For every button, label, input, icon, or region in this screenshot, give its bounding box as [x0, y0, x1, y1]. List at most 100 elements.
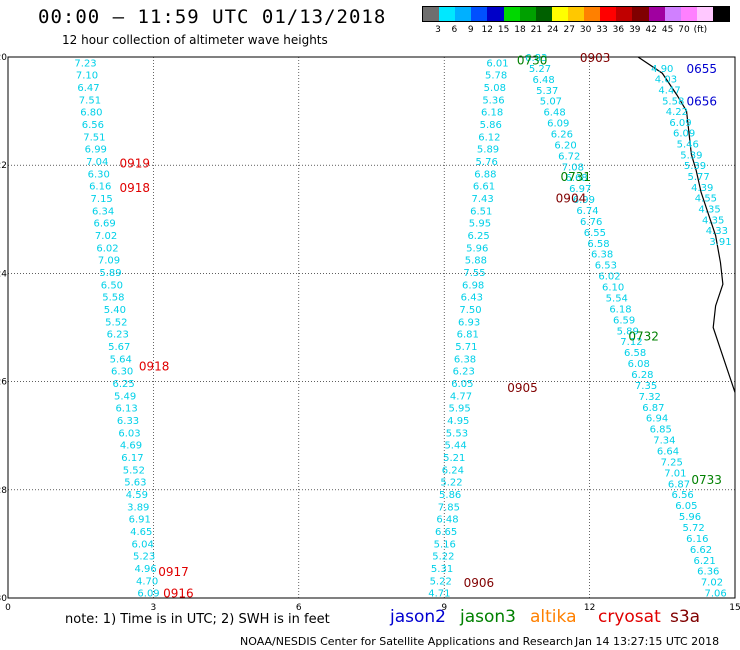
wave-height-point: 6.25 [113, 379, 135, 390]
wave-height-point: 6.72 [558, 151, 580, 162]
wave-height-point: 5.58 [102, 293, 124, 304]
wave-height-point: 6.09 [673, 129, 695, 140]
legend-label: 30 [580, 25, 592, 35]
x-tick-label: 12 [584, 603, 595, 610]
wave-height-point: 5.96 [679, 512, 701, 523]
legend-label: 36 [613, 25, 625, 35]
legend-label: 42 [645, 25, 656, 35]
time-annotation: 0903 [580, 51, 611, 65]
wave-height-point: 6.88 [474, 169, 496, 180]
wave-height-point: 6.59 [613, 315, 635, 326]
color-scale-legend [422, 6, 730, 22]
wave-height-point: 7.51 [79, 95, 101, 106]
wave-height-point: 5.89 [99, 268, 121, 279]
wave-height-point: 6.23 [453, 367, 475, 378]
wave-height-point: 4.22 [666, 107, 688, 118]
time-annotation: 0916 [163, 587, 194, 601]
footer-credit: NOAA/NESDIS Center for Satellite Applica… [240, 635, 574, 648]
wave-height-point: 6.94 [646, 414, 668, 425]
wave-height-point: 7.04 [86, 157, 108, 168]
wave-height-point: 4.39 [691, 183, 713, 194]
wave-height-point: 6.68 [565, 173, 587, 184]
wave-height-point: 5.71 [455, 342, 477, 353]
legend-label: 9 [468, 25, 474, 35]
wave-height-point: 6.09 [137, 589, 159, 600]
wave-height-point: 3.89 [127, 502, 149, 513]
legend-label: 27 [563, 25, 574, 35]
wave-height-point: 6.18 [481, 108, 503, 119]
wave-height-point: 6.03 [118, 428, 140, 439]
wave-height-point: 7.55 [463, 268, 485, 279]
wave-height-point: 7.43 [472, 194, 494, 205]
legend-swatch [455, 7, 472, 21]
wave-height-point: 6.21 [694, 556, 716, 567]
wave-height-point: 5.95 [449, 404, 471, 415]
wave-height-point: 6.02 [598, 272, 620, 283]
wave-height-point: 6.80 [80, 108, 102, 119]
wave-height-point: 5.52 [123, 465, 145, 476]
time-annotation: 0919 [119, 156, 150, 170]
wave-height-point: 4.35 [698, 204, 720, 215]
wave-height-point: 6.10 [602, 283, 624, 294]
wave-height-point: 6.16 [89, 182, 111, 193]
wave-height-point: 5.16 [434, 539, 456, 550]
wave-height-point: 6.09 [669, 118, 691, 129]
legend-label: 3 [435, 25, 441, 35]
legend-label: 15 [498, 25, 509, 35]
time-annotation: 0731 [561, 170, 592, 184]
wave-height-point: 7.02 [701, 578, 723, 589]
legend-swatch [632, 7, 649, 21]
wave-height-point: 6.85 [650, 425, 672, 436]
legend-swatch [567, 7, 585, 21]
wave-height-point: 6.62 [690, 545, 712, 556]
y-tick-label: -22 [0, 161, 7, 171]
wave-height-point: 4.03 [655, 75, 677, 86]
wave-height-point: 6.81 [457, 330, 479, 341]
wave-height-point: 7.34 [653, 436, 675, 447]
wave-height-point: 6.93 [458, 317, 480, 328]
legend-swatch [535, 7, 552, 21]
wave-height-point: 6.05 [451, 379, 473, 390]
wave-height-point: 7.02 [95, 231, 117, 242]
wave-height-point: 5.89 [477, 145, 499, 156]
wave-height-point: 6.50 [101, 280, 123, 291]
wave-height-point: 5.37 [536, 86, 558, 97]
wave-height-point: 5.86 [439, 490, 461, 501]
wave-height-point: 5.08 [484, 83, 506, 94]
wave-height-point: 6.36 [697, 567, 719, 578]
wave-height-point: 7.32 [639, 392, 661, 403]
time-annotation: 0733 [691, 473, 722, 487]
x-tick-label: 6 [296, 603, 302, 610]
time-annotation: 0655 [687, 62, 718, 76]
legend-labels: 3 6 9 12 15 18 21 24 27 30 33 36 39 42 45 70 (ft) [435, 25, 707, 35]
wave-height-point: 6.23 [107, 330, 129, 341]
satellite-cryosat: cryosat [598, 607, 661, 627]
note-text: note: 1) Time is in UTC; 2) SWH is in fe… [65, 612, 330, 627]
satellite-jason2: jason2 [390, 607, 446, 627]
wave-height-point: 5.44 [444, 441, 466, 452]
x-tick-label: 0 [5, 603, 11, 610]
legend-label: 33 [596, 25, 607, 35]
wave-height-point: 6.56 [82, 120, 104, 131]
legend-label: 12 [481, 25, 492, 35]
wave-height-point: 5.78 [485, 71, 507, 82]
wave-height-point: 5.58 [662, 96, 684, 107]
wave-height-point: 6.30 [88, 169, 110, 180]
wave-height-point: 6.04 [132, 539, 154, 550]
x-tick-label: 9 [441, 603, 447, 610]
wave-height-point: 5.86 [480, 120, 502, 131]
wave-height-point: 6.12 [478, 132, 500, 143]
wave-height-point: 6.26 [551, 130, 573, 141]
time-annotation: 0917 [158, 565, 189, 579]
wave-height-point: 5.72 [683, 523, 705, 534]
page-subtitle: 12 hour collection of altimeter wave hei… [62, 33, 328, 47]
wave-height-plot: 03691215-20-22-24-26-28-307.237.106.477.… [0, 51, 740, 610]
legend-swatch [664, 7, 681, 21]
legend-swatch [600, 7, 617, 21]
wave-height-point: 7.85 [438, 502, 460, 513]
wave-height-point: 6.09 [547, 119, 569, 130]
legend-label: 21 [531, 25, 542, 35]
wave-height-point: 6.76 [580, 217, 602, 228]
wave-height-point: 5.39 [684, 161, 706, 172]
wave-height-point: 6.20 [554, 140, 576, 151]
